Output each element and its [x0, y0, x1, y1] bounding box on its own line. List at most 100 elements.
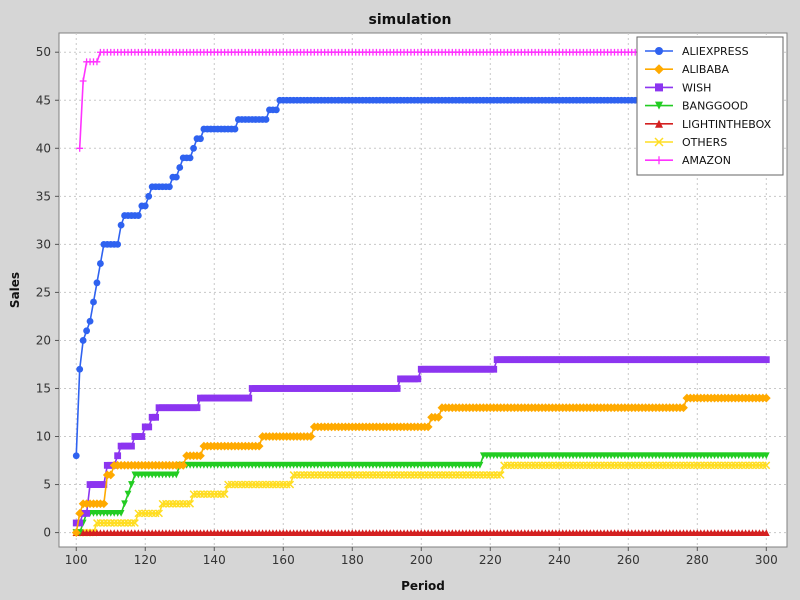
data-point-others [96, 519, 105, 527]
data-point-others [168, 499, 177, 508]
data-point-wish [97, 481, 104, 488]
data-point-wish [459, 365, 467, 373]
data-point-others [358, 471, 367, 479]
data-point-others [486, 471, 495, 479]
legend-marker-aliexpress [655, 47, 663, 55]
data-point-wish [224, 394, 232, 402]
data-point-others [406, 471, 415, 479]
data-point-others [151, 509, 160, 518]
data-point-wish [700, 356, 708, 364]
data-point-wish [410, 375, 418, 383]
data-point-others [710, 461, 719, 470]
data-point-wish [448, 365, 456, 373]
data-point-others [482, 471, 491, 479]
data-point-wish [479, 365, 487, 373]
legend-label-amazon: AMAZON [682, 154, 731, 167]
data-point-alibaba [306, 432, 316, 441]
data-point-alibaba [99, 499, 109, 509]
data-point-wish [272, 385, 280, 392]
data-point-wish [172, 404, 180, 412]
data-point-wish [697, 356, 705, 364]
data-point-wish [611, 356, 618, 364]
data-point-others [193, 490, 201, 499]
data-point-wish [542, 356, 549, 364]
data-point-wish [121, 442, 128, 450]
data-point-others [655, 461, 664, 470]
data-point-others [375, 471, 384, 479]
data-point-others [593, 461, 602, 470]
data-point-aliexpress [176, 164, 184, 171]
data-point-wish [573, 356, 580, 364]
data-point-wish [649, 356, 656, 364]
data-point-wish [383, 385, 391, 392]
data-point-others [241, 480, 250, 489]
data-point-wish [476, 365, 484, 373]
data-point-wish [103, 461, 111, 469]
data-point-others [272, 480, 281, 489]
data-point-wish [162, 404, 170, 412]
data-point-others [369, 471, 377, 479]
data-point-others [462, 471, 471, 479]
data-point-wish [359, 385, 367, 392]
data-point-others [134, 509, 143, 518]
data-point-wish [235, 394, 242, 402]
data-point-wish [252, 385, 260, 392]
data-point-aliexpress [141, 202, 149, 210]
data-point-wish [328, 385, 335, 392]
data-point-wish [511, 356, 518, 364]
data-point-others [279, 480, 288, 489]
data-point-others [648, 461, 657, 470]
data-point-wish [718, 356, 725, 364]
legend-marker-wish [655, 83, 663, 92]
x-tick-label: 240 [548, 553, 571, 567]
data-point-others [748, 461, 757, 470]
data-point-wish [490, 365, 498, 373]
data-point-others [231, 480, 239, 489]
data-point-alibaba [106, 470, 116, 480]
data-point-others [427, 471, 436, 479]
axes: 100 120 140 160 180 200 220 240 260 280 300 0 5 10 15 2… [36, 45, 778, 567]
data-point-wish [307, 385, 315, 392]
data-point-wish [562, 356, 570, 364]
data-point-others [355, 471, 364, 479]
data-point-others [144, 509, 153, 518]
data-point-others [589, 461, 598, 470]
data-point-wish [166, 404, 173, 412]
data-point-others [344, 471, 353, 479]
data-point-wish [404, 375, 411, 383]
data-point-others [120, 519, 129, 527]
data-point-others [206, 490, 215, 499]
data-point-others [541, 461, 550, 470]
data-point-others [220, 490, 229, 499]
data-point-others [658, 461, 667, 470]
data-point-wish [207, 394, 215, 402]
legend-item-amazon: AMAZON [645, 154, 731, 167]
data-point-others [282, 480, 291, 489]
data-point-wish [203, 394, 211, 402]
legend-label-banggood: BANGGOOD [682, 100, 748, 113]
data-point-aliexpress [231, 125, 239, 133]
data-point-wish [621, 356, 629, 364]
data-point-others [645, 461, 653, 470]
data-point-wish [762, 356, 770, 364]
data-point-others [679, 461, 688, 470]
data-point-others [582, 461, 591, 470]
data-point-others [268, 480, 277, 489]
data-point-wish [666, 356, 674, 364]
data-point-aliexpress [197, 135, 204, 143]
data-point-wish [379, 385, 387, 392]
data-point-amazon [76, 144, 84, 152]
data-point-wish [548, 356, 556, 364]
data-point-wish [469, 365, 477, 373]
data-point-others [551, 461, 560, 470]
legend-label-aliexpress: ALIEXPRESS [682, 45, 749, 58]
data-point-wish [607, 356, 615, 364]
legend-item-aliexpress: ALIEXPRESS [645, 45, 749, 58]
data-point-others [517, 461, 526, 470]
data-point-wish [314, 385, 322, 392]
data-point-alibaba [434, 412, 443, 422]
data-point-amazon [79, 77, 87, 85]
data-point-wish [662, 356, 670, 364]
data-point-wish [348, 385, 356, 392]
data-point-wish [462, 365, 470, 373]
